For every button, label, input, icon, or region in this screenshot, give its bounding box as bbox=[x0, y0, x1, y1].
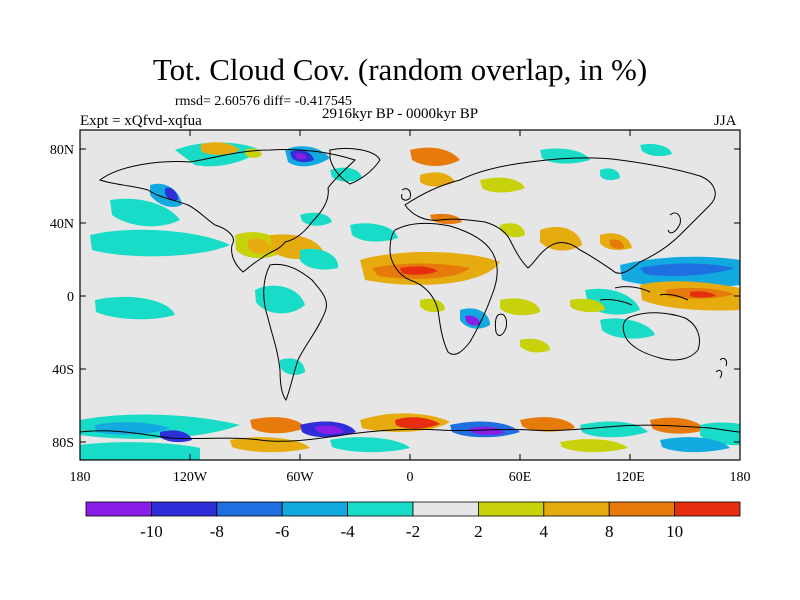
season-label: JJA bbox=[714, 113, 737, 129]
colorbar-swatch bbox=[150, 501, 218, 517]
lat-tick-label: 0 bbox=[67, 290, 74, 305]
colorbar-swatch bbox=[281, 501, 349, 517]
lon-tick-label: 60W bbox=[286, 470, 314, 485]
colorbar-label: -6 bbox=[275, 522, 289, 541]
lon-tick-label: 120E bbox=[615, 470, 645, 485]
colorbar-swatch bbox=[608, 501, 676, 517]
colorbar-swatch bbox=[216, 501, 283, 517]
lat-tick-label: 80S bbox=[52, 436, 74, 451]
colorbar-swatch bbox=[412, 501, 479, 517]
experiment-label: Expt = xQfvd-xqfua bbox=[80, 113, 202, 129]
lat-tick-label: 40S bbox=[52, 363, 74, 378]
colorbar-label: -8 bbox=[210, 522, 224, 541]
lat-tick-label: 40N bbox=[50, 217, 74, 232]
map-panel bbox=[80, 130, 740, 460]
colorbar-swatch bbox=[674, 501, 741, 517]
colorbar: -10 -8 -6 -4 -2 2 4 8 10 bbox=[85, 501, 741, 541]
time-period-label: 2916kyr BP - 0000kyr BP bbox=[322, 106, 479, 122]
lon-tick-label: 60E bbox=[509, 470, 532, 485]
lon-tick-label: 180 bbox=[730, 470, 751, 485]
anomaly-field bbox=[80, 142, 740, 460]
colorbar-swatch bbox=[543, 501, 610, 517]
latitude-axis: 80N 40N 0 40S 80S bbox=[50, 143, 740, 451]
lon-tick-label: 180 bbox=[70, 470, 91, 485]
colorbar-label: 4 bbox=[540, 522, 549, 541]
lon-tick-label: 120W bbox=[173, 470, 208, 485]
colorbar-label: 8 bbox=[605, 522, 614, 541]
longitude-axis: 180 120W 60W 0 60E 120E 180 bbox=[70, 130, 751, 485]
colorbar-label: -10 bbox=[140, 522, 163, 541]
colorbar-swatch bbox=[477, 501, 545, 517]
colorbar-swatch bbox=[85, 501, 152, 517]
lat-tick-label: 80N bbox=[50, 143, 74, 158]
statistics-text: rmsd= 2.60576 diff= -0.417545 bbox=[175, 94, 352, 109]
lon-tick-label: 0 bbox=[407, 470, 414, 485]
coastlines bbox=[80, 147, 740, 442]
map-background bbox=[80, 130, 740, 460]
colorbar-label: 10 bbox=[666, 522, 683, 541]
map-title: Tot. Cloud Cov. (random overlap, in %) bbox=[152, 52, 648, 87]
colorbar-label: -4 bbox=[341, 522, 356, 541]
colorbar-label: 2 bbox=[474, 522, 483, 541]
colorbar-swatch bbox=[347, 501, 414, 517]
colorbar-label: -2 bbox=[406, 522, 420, 541]
